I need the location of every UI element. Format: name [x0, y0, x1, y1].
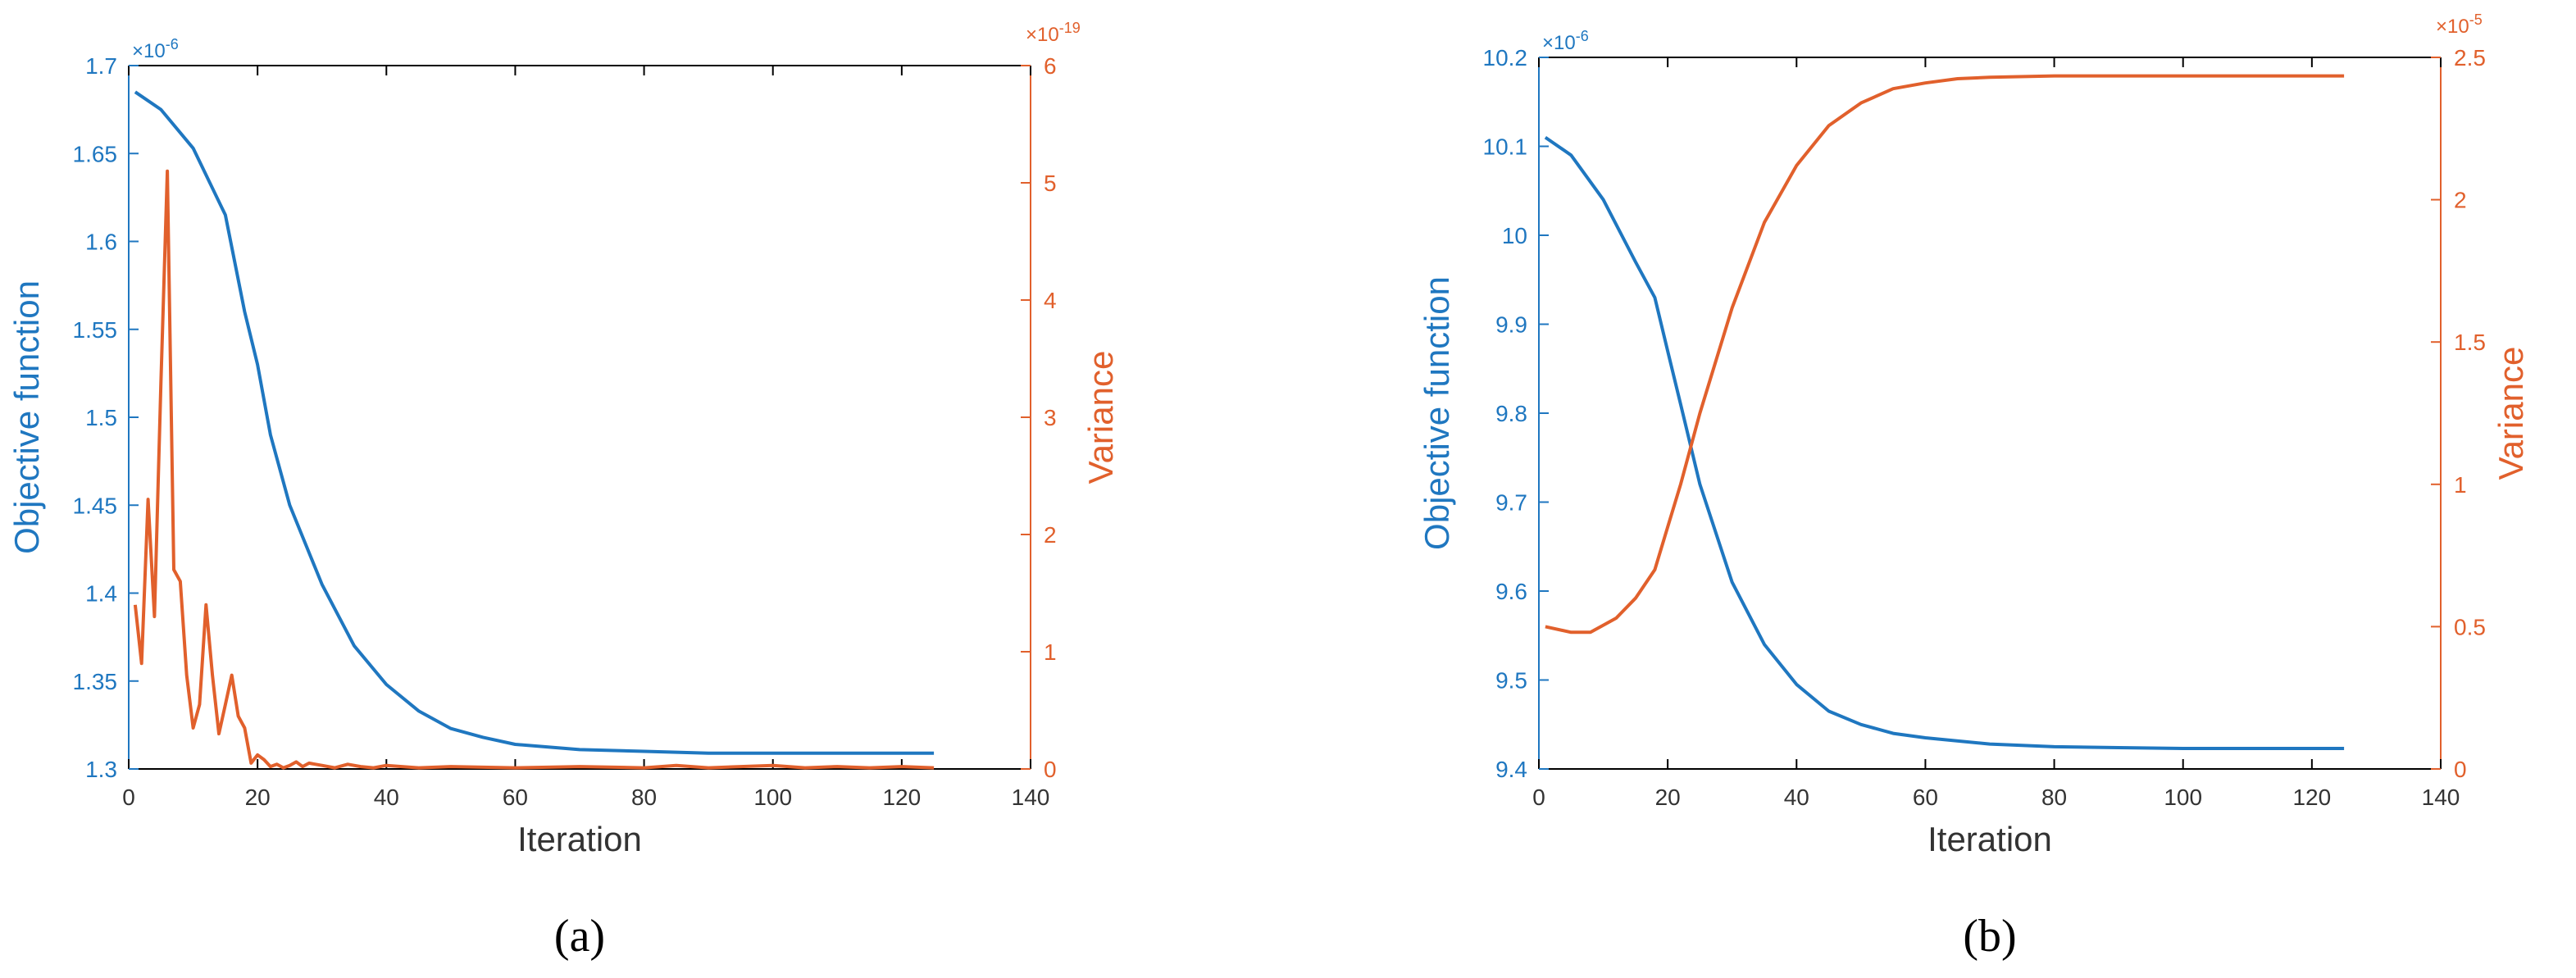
left-y-axis-label: Objective function: [1418, 276, 1456, 550]
right-y-tick-label: 2.5: [2454, 45, 2486, 71]
right-scale-multiplier: ×10-19: [1026, 20, 1081, 46]
panel-a: 0 20 40 60 80 100 120 1401.31.351.41.451.51.551…: [7, 20, 1120, 962]
right-scale-multiplier: ×10-5: [2436, 11, 2483, 38]
left-y-tick-label: 9.4: [1495, 757, 1527, 782]
right-y-tick-label: 5: [1044, 171, 1057, 196]
left-y-tick-label: 1.3: [85, 757, 117, 782]
right-scale-exponent: -19: [1059, 20, 1081, 36]
series-line-right: [133, 169, 935, 770]
x-tick-label: 80: [2041, 785, 2067, 810]
x-tick-label: 100: [753, 785, 792, 810]
panel-b: 0 20 40 60 80 100 120 1409.49.59.69.79.89.91010…: [1418, 11, 2530, 962]
x-tick-label: 40: [374, 785, 399, 810]
x-tick-label: 140: [2422, 785, 2460, 810]
x-tick-label: 120: [882, 785, 921, 810]
x-tick-label: 80: [631, 785, 657, 810]
x-tick-label: 40: [1784, 785, 1809, 810]
series-line-left: [1544, 135, 2345, 750]
left-y-tick-label: 9.6: [1495, 579, 1527, 604]
left-y-tick-label: 1.4: [85, 581, 117, 607]
left-y-tick-label: 10: [1502, 223, 1527, 248]
x-tick-label: 140: [1012, 785, 1050, 810]
right-y-tick-label: 4: [1044, 288, 1057, 313]
x-axis-label: Iteration: [517, 820, 642, 858]
left-y-tick-label: 1.65: [73, 141, 118, 166]
left-y-tick-label: 9.7: [1495, 490, 1527, 516]
x-tick-label: 120: [2292, 785, 2331, 810]
right-y-tick-label: 1.5: [2454, 330, 2486, 355]
x-tick-label: 0: [1532, 785, 1545, 810]
left-y-tick-label: 1.6: [85, 230, 117, 255]
left-y-tick-label: 1.5: [85, 405, 117, 430]
right-y-tick-label: 1: [2454, 472, 2467, 498]
left-y-tick-label: 9.8: [1495, 401, 1527, 426]
left-scale-multiplier: ×10-6: [1542, 28, 1589, 54]
left-y-tick-label: 1.35: [73, 669, 118, 694]
x-tick-label: 0: [122, 785, 135, 810]
left-y-tick-label: 9.9: [1495, 312, 1527, 338]
right-y-tick-label: 0: [2454, 757, 2467, 782]
x-tick-label: 20: [245, 785, 271, 810]
left-y-tick-label: 10.2: [1483, 45, 1528, 71]
right-y-tick-label: 1: [1044, 639, 1057, 665]
left-y-tick-label: 1.45: [73, 493, 118, 518]
x-tick-label: 20: [1655, 785, 1681, 810]
left-scale-exponent: -6: [1576, 28, 1589, 44]
series-line-left: [134, 90, 935, 755]
left-y-tick-label: 1.7: [85, 53, 117, 79]
left-scale-exponent: -6: [166, 36, 179, 52]
x-tick-label: 100: [2164, 785, 2202, 810]
panel-label: (b): [1963, 911, 2016, 962]
right-y-tick-label: 2: [2454, 188, 2467, 213]
right-y-axis-label: Variance: [1081, 351, 1120, 484]
x-tick-label: 60: [503, 785, 528, 810]
left-y-tick-label: 9.5: [1495, 668, 1527, 694]
right-y-tick-label: 0: [1044, 757, 1057, 782]
panel-label: (a): [554, 911, 605, 962]
right-y-tick-label: 6: [1044, 53, 1057, 79]
right-y-axis-label: Variance: [2492, 347, 2530, 480]
x-axis-label: Iteration: [1927, 820, 2052, 858]
right-scale-exponent: -5: [2469, 11, 2483, 28]
left-y-tick-label: 10.1: [1483, 134, 1528, 160]
right-y-tick-label: 0.5: [2454, 614, 2486, 639]
x-tick-label: 60: [1913, 785, 1938, 810]
right-y-tick-label: 3: [1044, 405, 1057, 430]
series-line-right: [1545, 74, 2345, 635]
right-y-tick-label: 2: [1044, 522, 1057, 548]
left-scale-multiplier: ×10-6: [132, 36, 179, 62]
left-y-axis-label: Objective function: [7, 280, 46, 554]
left-y-tick-label: 1.55: [73, 317, 118, 343]
